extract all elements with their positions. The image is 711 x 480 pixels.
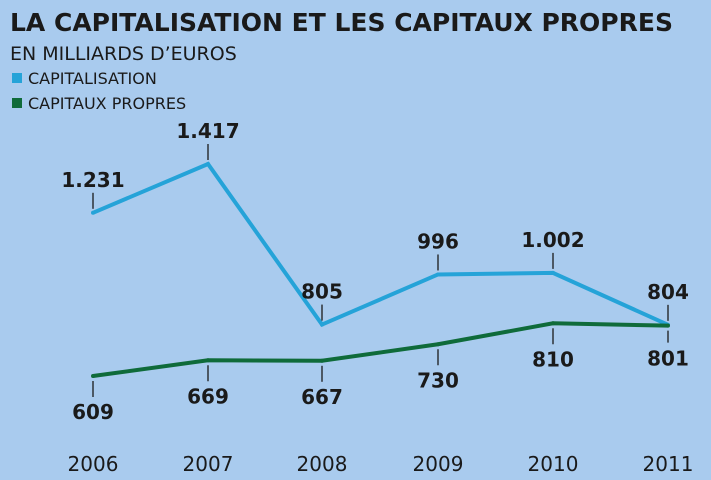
series-line-capitalisation — [92, 161, 669, 328]
data-point-capitaux-propres-2010 — [551, 321, 555, 326]
data-label-capitalisation-2011: 804 — [647, 280, 689, 304]
data-point-capitaux-propres-2006 — [91, 374, 95, 378]
data-label-capitaux-propres-2009: 730 — [417, 368, 459, 392]
chart-subtitle: EN MILLIARDS D’EUROS — [10, 43, 237, 65]
data-label-capitalisation-2009: 996 — [417, 229, 459, 253]
legend-label-capitaux-propres: CAPITAUX PROPRES — [28, 94, 186, 113]
x-tick-label-2007: 2007 — [183, 452, 234, 476]
data-label-capitaux-propres-2010: 810 — [532, 347, 574, 371]
x-tick-label-2008: 2008 — [297, 452, 348, 476]
series-line-capitaux-propres — [92, 321, 669, 378]
x-tick-label-2011: 2011 — [643, 452, 694, 476]
data-point-capitalisation-2009 — [436, 272, 440, 277]
data-label-capitalisation-2008: 805 — [301, 280, 343, 304]
chart-title: LA CAPITALISATION ET LES CAPITAUX PROPRE… — [10, 8, 673, 37]
legend-swatch-capitalisation — [12, 73, 22, 83]
data-label-capitaux-propres-2008: 667 — [301, 385, 343, 409]
x-tick-label-2006: 2006 — [68, 452, 119, 476]
data-label-capitalisation-2010: 1.002 — [521, 228, 584, 252]
data-label-capitaux-propres-2006: 609 — [72, 400, 114, 424]
data-point-capitaux-propres-2011 — [666, 323, 670, 328]
data-point-capitalisation-2007 — [206, 162, 210, 166]
data-label-capitaux-propres-2007: 669 — [187, 384, 229, 408]
x-tick-label-2010: 2010 — [528, 452, 579, 476]
legend-swatch-capitaux-propres — [12, 98, 22, 108]
data-point-capitaux-propres-2008 — [320, 358, 324, 363]
x-tick-label-2009: 2009 — [413, 452, 464, 476]
data-label-capitaux-propres-2011: 801 — [647, 347, 689, 371]
data-point-capitaux-propres-2007 — [206, 358, 210, 363]
data-label-capitalisation-2007: 1.417 — [176, 119, 239, 143]
data-point-capitalisation-2008 — [320, 322, 324, 327]
legend-label-capitalisation: CAPITALISATION — [28, 69, 157, 88]
legend: CAPITALISATION CAPITAUX PROPRES — [12, 69, 186, 113]
plot-area: 2006 2007 2008 2009 2010 2011 1.231 1.417 805 996… — [61, 119, 693, 476]
data-point-capitalisation-2006 — [91, 210, 95, 215]
data-point-capitalisation-2010 — [551, 270, 555, 275]
data-label-capitalisation-2006: 1.231 — [61, 168, 124, 192]
data-point-capitaux-propres-2009 — [436, 342, 440, 347]
